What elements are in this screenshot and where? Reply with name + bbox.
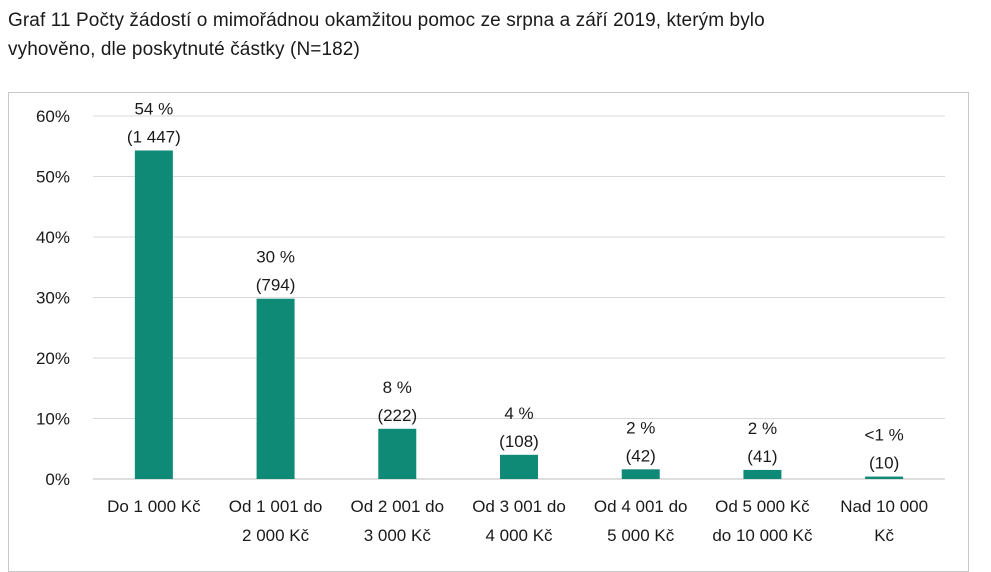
y-tick-label: 20% xyxy=(36,349,70,368)
bar xyxy=(500,454,538,479)
bar xyxy=(256,298,295,479)
data-label: (794) xyxy=(256,276,296,295)
x-tick-label: Nad 10 000 xyxy=(840,497,928,516)
x-tick-label: Od 1 001 do xyxy=(229,497,323,516)
chart-title-line-1: Graf 11 Počty žádostí o mimořádnou okamž… xyxy=(8,10,765,31)
bar xyxy=(621,469,660,479)
data-label: <1 % xyxy=(865,426,904,445)
x-tick-label: Od 3 001 do xyxy=(472,497,566,516)
data-label: 2 % xyxy=(748,419,777,438)
data-label: 8 % xyxy=(383,378,412,397)
x-tick-label: 5 000 Kč xyxy=(607,526,675,545)
x-tick-label: Do 1 000 Kč xyxy=(107,497,201,516)
x-tick-label: Od 4 001 do xyxy=(594,497,688,516)
x-tick-label: do 10 000 Kč xyxy=(712,526,813,545)
data-label: (10) xyxy=(869,454,899,473)
x-tick-label: Od 2 001 do xyxy=(350,497,444,516)
bar xyxy=(378,428,417,479)
data-label: (42) xyxy=(626,446,656,465)
data-label: (41) xyxy=(747,447,777,466)
bar-chart: 0% 10% 20% 30% 40% 50% 60% 54 % (1 447) Do 1 000 … xyxy=(36,99,945,545)
bar xyxy=(743,469,782,479)
data-label: (1 447) xyxy=(127,127,181,146)
x-tick-label: 4 000 Kč xyxy=(485,526,553,545)
y-tick-label: 10% xyxy=(36,410,70,429)
bar xyxy=(134,150,173,480)
data-label: 4 % xyxy=(504,404,533,423)
x-tick-label: 3 000 Kč xyxy=(364,526,432,545)
y-tick-label: 40% xyxy=(36,228,70,247)
data-label: (108) xyxy=(499,432,539,451)
chart-title: Graf 11 Počty žádostí o mimořádnou okamž… xyxy=(8,6,983,64)
chart-title-line-2: vyhověno, dle poskytnuté částky (N=182) xyxy=(8,39,360,60)
data-label: 2 % xyxy=(626,418,655,437)
x-tick-label: Od 5 000 Kč xyxy=(715,497,810,516)
data-label: (222) xyxy=(377,406,417,425)
y-tick-label: 30% xyxy=(36,289,70,308)
bar xyxy=(865,476,904,479)
data-label: 54 % xyxy=(134,99,173,118)
y-tick-label: 0% xyxy=(45,470,70,489)
x-tick-label: 2 000 Kč xyxy=(242,526,310,545)
y-tick-label: 60% xyxy=(36,107,70,126)
data-label: 30 % xyxy=(256,248,295,267)
x-tick-label: Kč xyxy=(874,526,894,545)
y-tick-label: 50% xyxy=(36,168,70,187)
